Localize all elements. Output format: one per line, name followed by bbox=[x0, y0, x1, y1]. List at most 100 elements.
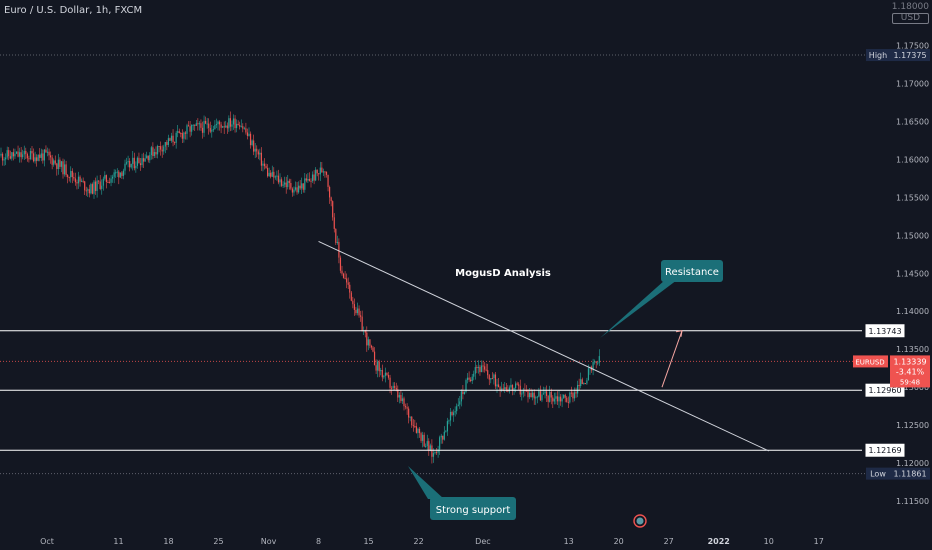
currency-badge[interactable]: 1.18000 USD bbox=[891, 3, 929, 24]
candle-body bbox=[158, 146, 160, 148]
candle-body bbox=[594, 361, 596, 363]
candle-body bbox=[477, 366, 479, 368]
resistance-callout-box bbox=[661, 260, 723, 282]
candle-body bbox=[563, 394, 565, 399]
candle-body bbox=[392, 385, 394, 389]
low-value: 1.11861 bbox=[893, 470, 926, 479]
candle-body bbox=[25, 150, 27, 154]
candle-body bbox=[251, 140, 253, 146]
candle-body bbox=[112, 176, 114, 179]
y-tick-label: 1.16000 bbox=[896, 155, 929, 164]
candle-body bbox=[160, 146, 162, 150]
candle-body bbox=[535, 397, 537, 399]
last-symbol: EURUSD bbox=[855, 358, 884, 366]
candle-body bbox=[355, 309, 357, 314]
candle-body bbox=[201, 127, 204, 133]
candle-body bbox=[479, 366, 481, 373]
candle-body bbox=[267, 167, 269, 177]
high-value-box bbox=[890, 49, 930, 62]
candle-body bbox=[386, 372, 388, 376]
candle-body bbox=[223, 126, 225, 128]
candle-body bbox=[205, 120, 207, 124]
candle-body bbox=[358, 308, 360, 316]
candle-body bbox=[19, 152, 21, 157]
candle-body bbox=[274, 176, 276, 178]
candle-body bbox=[577, 385, 579, 394]
candle-body bbox=[105, 175, 107, 182]
candle-body bbox=[14, 153, 16, 157]
candle-body bbox=[215, 124, 218, 126]
low-tag-box bbox=[866, 467, 890, 480]
candle-body bbox=[384, 372, 386, 376]
candle-body bbox=[513, 388, 515, 391]
last-price: 1.13339 bbox=[893, 357, 926, 366]
candle-body bbox=[20, 152, 22, 158]
candle-body bbox=[11, 152, 13, 159]
candle-body bbox=[361, 316, 363, 332]
x-tick-label: 27 bbox=[664, 537, 674, 546]
candle-body bbox=[133, 157, 135, 169]
candle-body bbox=[211, 129, 213, 132]
candle-body bbox=[90, 184, 92, 194]
y-tick-label: 1.15500 bbox=[896, 193, 929, 202]
candle-body bbox=[12, 152, 14, 157]
candle-body bbox=[440, 435, 442, 438]
candle-body bbox=[378, 361, 380, 372]
candle-body bbox=[192, 124, 194, 126]
candle-body bbox=[408, 408, 410, 418]
x-tick-label: 20 bbox=[614, 537, 624, 546]
candle-body bbox=[228, 118, 230, 129]
candle-body bbox=[15, 151, 18, 154]
candle-body bbox=[153, 151, 156, 157]
candle-body bbox=[370, 345, 373, 348]
candle-body bbox=[569, 392, 571, 403]
candle-body bbox=[198, 123, 200, 125]
candle-body bbox=[39, 154, 41, 158]
candle-body bbox=[290, 182, 292, 189]
candle-body bbox=[426, 441, 428, 447]
candle-body bbox=[3, 159, 5, 161]
candle-body bbox=[70, 170, 72, 178]
candle-body bbox=[453, 412, 455, 416]
candle-body bbox=[425, 446, 427, 448]
candle-body bbox=[22, 154, 24, 158]
candle-body bbox=[45, 149, 47, 153]
x-tick-label: Oct bbox=[40, 537, 54, 546]
candle-body bbox=[164, 142, 166, 147]
candle-body bbox=[341, 270, 343, 274]
candles bbox=[0, 111, 600, 464]
candle-body bbox=[449, 411, 452, 421]
y-tick-label: 1.14000 bbox=[896, 307, 929, 316]
candle-body bbox=[108, 182, 111, 184]
candle-body bbox=[338, 241, 340, 258]
candle-body bbox=[533, 392, 535, 399]
candle-body bbox=[135, 165, 137, 169]
candle-body bbox=[411, 416, 413, 426]
y-tick-label: 1.13500 bbox=[896, 345, 929, 354]
candle-body bbox=[586, 380, 588, 384]
candle-body bbox=[256, 148, 258, 152]
candle-body bbox=[380, 370, 382, 372]
candle-body bbox=[404, 406, 407, 408]
candle-body bbox=[181, 133, 183, 139]
candle-body bbox=[350, 292, 352, 301]
candle-body bbox=[325, 171, 328, 175]
y-axis: 1.17500 1.17000 1.16500 1.16000 1.15500 1.150… bbox=[896, 42, 929, 506]
candle-body bbox=[191, 124, 193, 132]
candle-body bbox=[17, 151, 19, 157]
candle-body bbox=[573, 392, 576, 399]
candle-body bbox=[277, 175, 280, 183]
candle-body bbox=[143, 158, 145, 162]
candle-body bbox=[0, 153, 2, 156]
symbol-title[interactable]: Euro / U.S. Dollar, 1h, FXCM bbox=[4, 5, 143, 16]
candle-body bbox=[77, 176, 80, 184]
support-callout-box bbox=[430, 497, 516, 520]
candle-body bbox=[122, 170, 125, 176]
candle-body bbox=[177, 131, 179, 133]
candle-body bbox=[209, 127, 211, 132]
candle-body bbox=[236, 123, 238, 129]
candle-body bbox=[344, 277, 346, 279]
candle-body bbox=[493, 374, 495, 379]
candle-body bbox=[584, 383, 586, 385]
